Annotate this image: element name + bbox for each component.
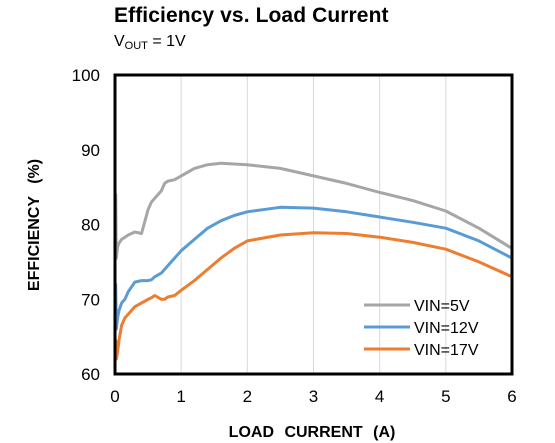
x-axis-label: LOAD CURRENT (A) — [229, 424, 396, 441]
y-tick-label: 70 — [81, 290, 100, 309]
y-tick-label: 90 — [81, 141, 100, 160]
legend-label: VIN=12V — [414, 320, 479, 337]
legend-layer: VIN=5V VIN=12V VIN=17V — [364, 298, 479, 359]
plot-frame — [113, 73, 514, 376]
x-tick-label: 6 — [507, 387, 516, 406]
x-tick-label: 3 — [309, 387, 318, 406]
series-line — [114, 161, 514, 260]
series-line — [114, 205, 514, 331]
legend-label: VIN=5V — [414, 298, 470, 315]
series-line — [114, 231, 514, 361]
legend-label: VIN=17V — [414, 342, 479, 359]
tick-layer: 0 1 2 3 4 5 6 60 70 80 90 100 — [72, 66, 517, 406]
subtitle-subscript: OUT — [124, 40, 148, 52]
x-tick-label: 0 — [110, 387, 119, 406]
x-tick-label: 5 — [441, 387, 450, 406]
grid-layer — [180, 75, 447, 374]
subtitle-prefix: V — [114, 33, 125, 50]
y-axis-label: EFFICIENCY (%) — [26, 159, 43, 291]
y-tick-label: 80 — [81, 216, 100, 235]
x-tick-label: 4 — [375, 387, 384, 406]
x-tick-label: 2 — [243, 387, 252, 406]
subtitle-suffix: = 1V — [147, 33, 186, 50]
chart-title: Efficiency vs. Load Current — [114, 4, 389, 27]
series-layer — [114, 161, 514, 361]
y-tick-label: 100 — [72, 66, 100, 85]
y-tick-label: 60 — [81, 365, 100, 384]
chart-subtitle: VOUT = 1V — [114, 33, 186, 52]
x-tick-label: 1 — [176, 387, 185, 406]
